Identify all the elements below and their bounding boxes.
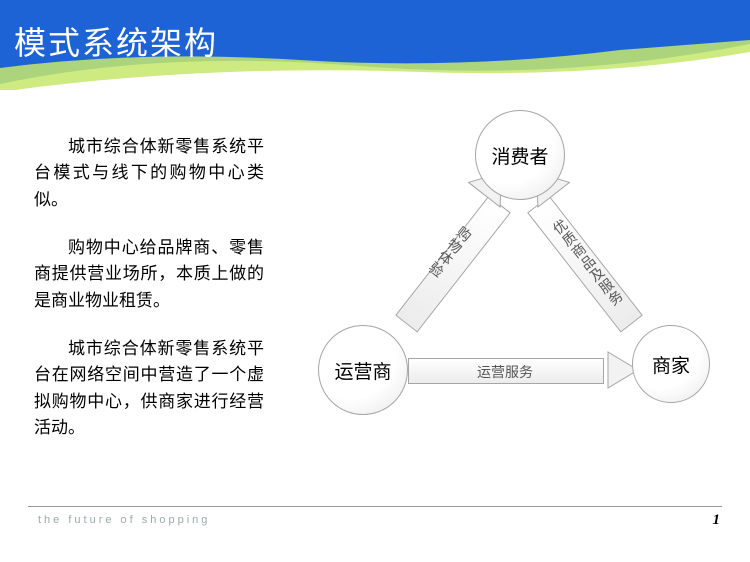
page-number: 1: [713, 512, 721, 529]
paragraph-1: 城市综合体新零售系统平台模式与线下的购物中心类似。: [34, 134, 264, 213]
triangle-diagram: 购物体验 优质商品及服务 运营服务 消费者 运营商 商家: [300, 100, 730, 440]
node-merchant: 商家: [632, 325, 710, 403]
node-operator: 运营商: [318, 325, 408, 415]
edge-label-quality-goods: 优质商品及服务: [548, 215, 628, 310]
edge-label-operation-service: 运营服务: [408, 362, 602, 382]
footer-tagline: the future of shopping: [38, 514, 210, 526]
paragraph-3: 城市综合体新零售系统平台在网络空间中营造了一个虚拟购物中心，供商家进行经营活动。: [34, 336, 264, 441]
page-title: 模式系统架构: [14, 18, 218, 64]
footer-divider: [28, 506, 722, 507]
edge-operator-merchant: 运营服务: [408, 352, 630, 388]
body-text-block: 城市综合体新零售系统平台模式与线下的购物中心类似。 购物中心给品牌商、零售商提供…: [34, 134, 264, 463]
node-consumer: 消费者: [475, 110, 565, 200]
paragraph-2: 购物中心给品牌商、零售商提供营业场所，本质上做的是商业物业租赁。: [34, 235, 264, 314]
